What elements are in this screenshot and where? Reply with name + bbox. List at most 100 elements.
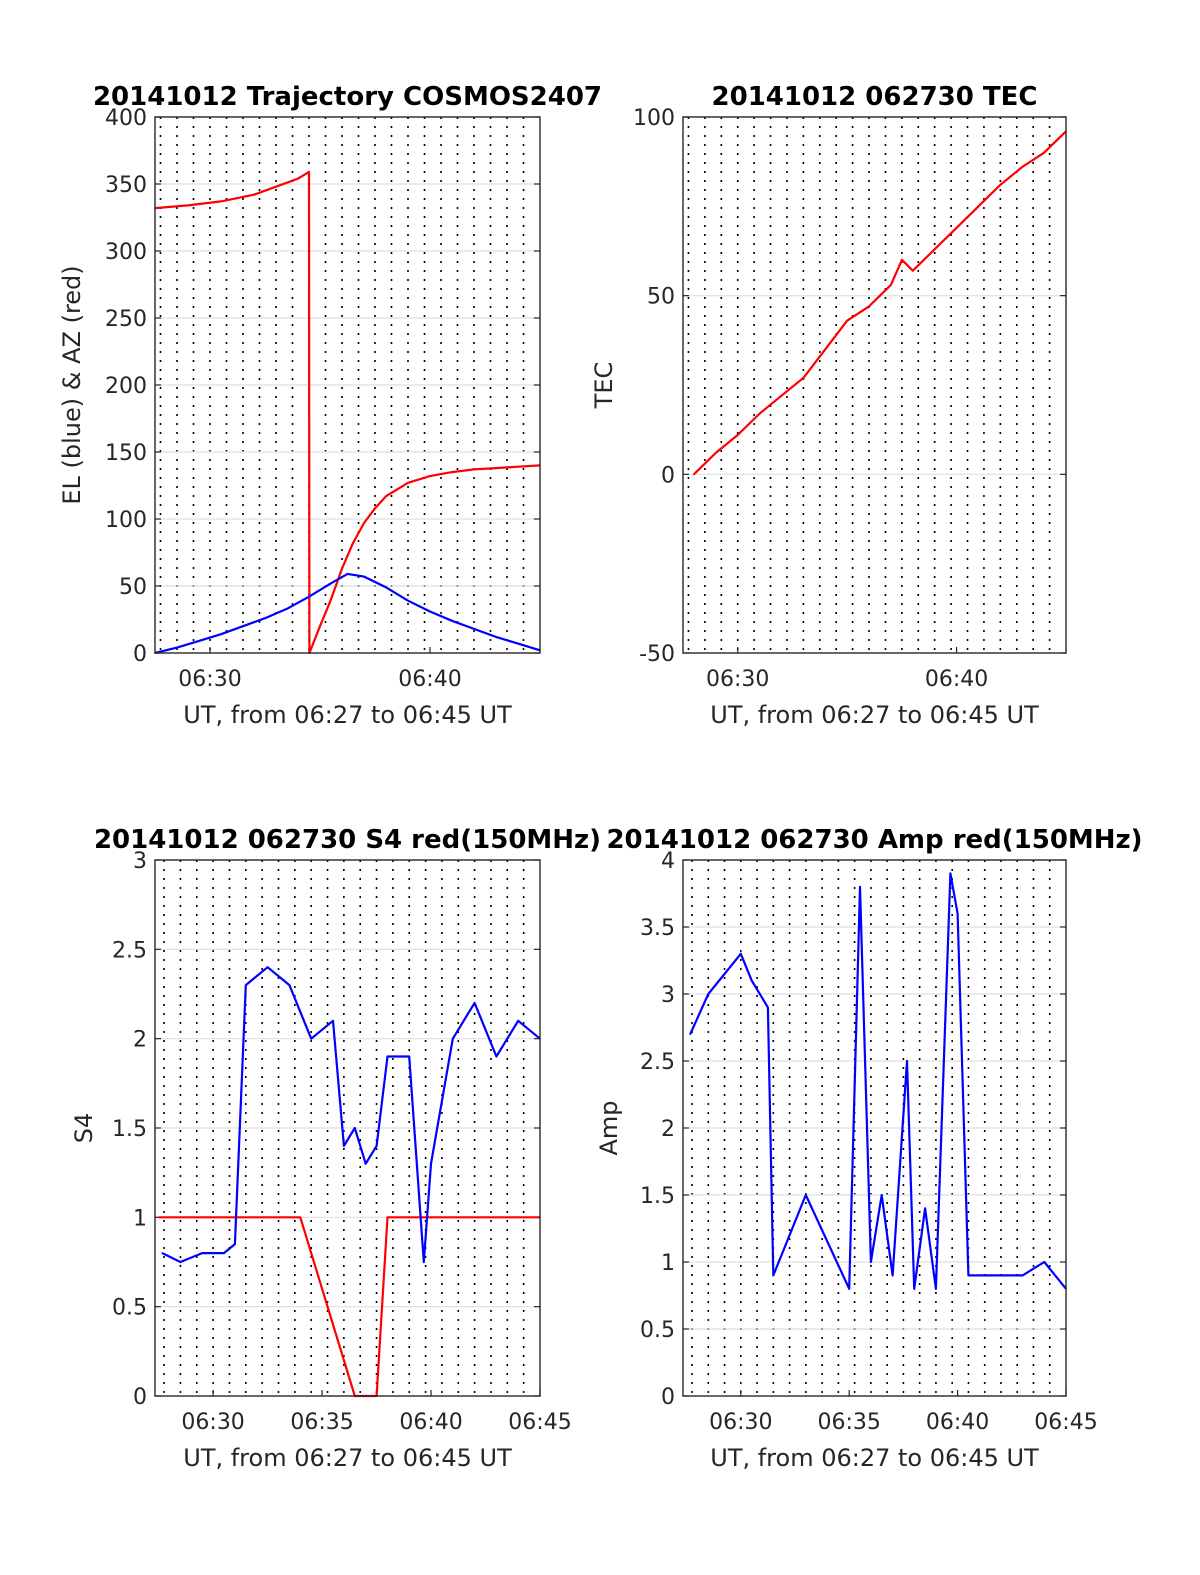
trajectory-axes-box (154, 116, 541, 654)
trajectory-data-point (176, 646, 178, 649)
amp-panel: 0 0.5 1 1.5 2 2.5 3 3.5 4 06:30 06:35 06:40 06:45 201… (595, 825, 1143, 1472)
trajectory-ylabel: EL (blue) & AZ (red) (58, 265, 86, 504)
s4-xlabel: UT, from 06:27 to 06:45 UT (183, 1444, 512, 1472)
tec-data-point (846, 319, 848, 322)
trajectory-ytick-label: 0 (133, 642, 147, 667)
s4-data-point (223, 1252, 225, 1254)
s4-data-point (332, 1020, 334, 1022)
amp-series-line (689, 872, 1067, 1290)
trajectory-data-point (385, 495, 387, 498)
tec-data-point (933, 248, 936, 251)
amp-ytick-label: 0.5 (640, 1318, 675, 1343)
trajectory-data-point (242, 625, 244, 627)
trajectory-data-point (473, 628, 475, 630)
amp-data-point (707, 993, 710, 995)
s4-data-point (299, 1216, 302, 1219)
s4-title: 20141012 062730 S4 red(150MHz) (94, 825, 601, 855)
amp-data-point (967, 1274, 970, 1277)
s4-data-point (375, 1145, 378, 1147)
trajectory-title: 20141012 Trajectory COSMOS2407 (93, 82, 602, 112)
trajectory-ytick-label: 150 (105, 441, 147, 466)
amp-data-point (924, 1207, 926, 1210)
s4-data-point (422, 1261, 425, 1263)
amp-data-point (689, 1033, 692, 1035)
s4-data-point (430, 1162, 432, 1165)
s4-panel: 0 0.5 1 1.5 2 2.5 3 06:30 06:35 06:40 06:45 2014101… (70, 825, 601, 1472)
amp-data-point (805, 1194, 807, 1196)
amp-xtick-label: 06:45 (1034, 1410, 1097, 1435)
amp-xtick-label: 06:30 (709, 1410, 772, 1435)
trajectory-xlabel: UT, from 06:27 to 06:45 UT (183, 701, 512, 729)
trajectory-ytick-label: 200 (105, 374, 147, 399)
trajectory-data-point (220, 633, 222, 636)
amp-xlabel: UT, from 06:27 to 06:45 UT (710, 1444, 1039, 1472)
amp-data-point (767, 1006, 769, 1009)
amp-ytick-label: 1.5 (640, 1184, 675, 1209)
amp-data-point (978, 1274, 981, 1277)
trajectory-data-point (319, 625, 321, 627)
s4-data-point (234, 1243, 236, 1245)
s4-xtick-label: 06:30 (181, 1410, 244, 1435)
amp-ytick-label: 1 (661, 1251, 675, 1276)
s4-data-point (353, 1127, 356, 1129)
tec-axes-box (682, 116, 1067, 654)
trajectory-panel: 0 50 100 150 200 250 300 350 400 06:30 06:40 201410… (58, 82, 602, 729)
tec-data-point (824, 348, 827, 351)
amp-ytick-label: 3.5 (640, 916, 675, 941)
trajectory-data-point (429, 475, 431, 477)
tec-xtick-label: 06:40 (925, 667, 988, 692)
tec-data-point (802, 377, 805, 379)
tec-ytick-label: -50 (639, 642, 675, 667)
s4-data-point (179, 1261, 182, 1263)
s4-data-point (310, 1037, 312, 1040)
tec-data-point (977, 205, 980, 208)
amp-data-point (729, 966, 731, 968)
trajectory-data-point (407, 482, 409, 484)
amp-data-point (772, 1274, 775, 1277)
tec-xtick-label: 06:30 (706, 667, 769, 692)
amp-data-point (906, 1060, 908, 1062)
tec-ytick-label: 50 (647, 285, 675, 310)
tec-data-point (1021, 166, 1024, 168)
s4-data-point (495, 1055, 498, 1058)
trajectory-data-point (330, 598, 332, 601)
tec-panel: -50 0 50 100 06:30 06:40 20141012 062730 TEC UT… (590, 82, 1067, 729)
amp-ytick-label: 4 (661, 849, 675, 874)
s4-data-point (386, 1055, 389, 1058)
tec-ylabel: TEC (590, 362, 618, 410)
amp-xtick-label: 06:35 (818, 1410, 881, 1435)
amp-ytick-label: 3 (661, 983, 675, 1008)
tec-data-point (693, 473, 695, 476)
trajectory-data-point (473, 468, 475, 471)
amp-data-point (870, 1261, 872, 1263)
trajectory-data-point (275, 185, 277, 188)
tec-data-point (736, 434, 739, 436)
trajectory-data-point (352, 542, 354, 544)
trajectory-ytick-label: 100 (105, 508, 147, 533)
amp-ylabel: Amp (595, 1100, 623, 1155)
tec-data-point (999, 184, 1002, 186)
tec-data-point (780, 394, 783, 397)
tec-data-point (901, 259, 903, 261)
tec-ytick-label: 0 (661, 463, 675, 488)
amp-data-point (913, 1288, 916, 1290)
trajectory-data-point (407, 599, 409, 602)
trajectory-data-point (346, 573, 349, 575)
trajectory-xtick-label: 06:30 (178, 667, 241, 692)
amp-data-point (848, 1288, 851, 1290)
trajectory-data-point (198, 640, 200, 642)
s4-ytick-label: 3 (133, 849, 147, 874)
amp-ytick-label: 0 (661, 1385, 675, 1410)
trajectory-data-point (253, 193, 255, 196)
trajectory-xtick-label: 06:40 (398, 667, 461, 692)
amp-data-point (740, 953, 742, 955)
s4-data-point (364, 1162, 367, 1165)
s4-data-point (386, 1216, 389, 1219)
trajectory-data-point (363, 575, 365, 578)
amp-ytick-label: 2 (661, 1117, 675, 1142)
tec-data-point (890, 284, 892, 286)
trajectory-data-point (429, 610, 431, 613)
s4-xtick-label: 06:40 (399, 1410, 462, 1435)
s4-data-point (408, 1055, 411, 1058)
